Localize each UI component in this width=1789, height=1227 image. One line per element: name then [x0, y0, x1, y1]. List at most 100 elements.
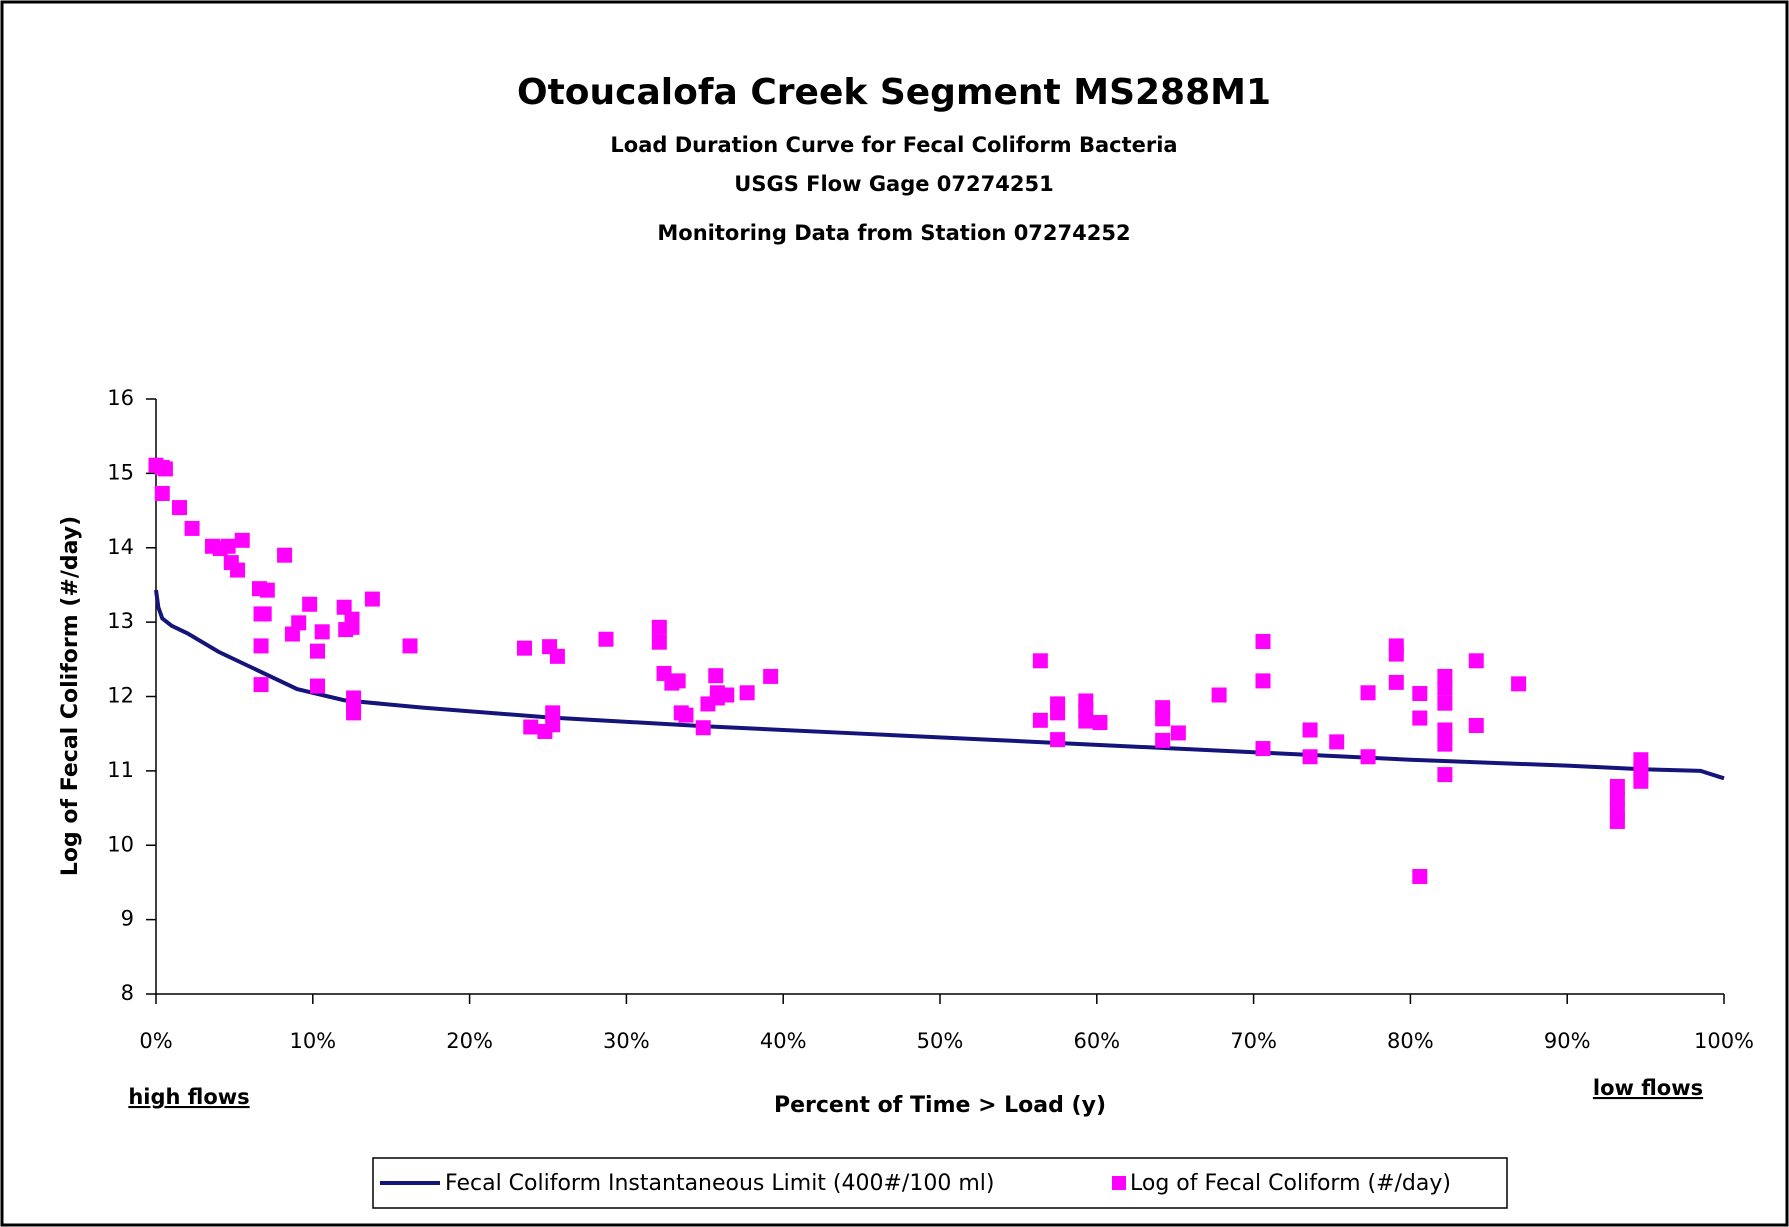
data-point: [302, 596, 318, 612]
data-point: [1437, 680, 1453, 696]
data-point: [523, 719, 539, 735]
x-tick-label: 50%: [917, 1029, 964, 1053]
data-point: [157, 461, 173, 477]
data-point: [1511, 676, 1527, 692]
y-tick-label: 14: [107, 535, 134, 559]
data-point: [1412, 868, 1428, 884]
data-point: [1032, 712, 1048, 728]
data-point: [1255, 633, 1271, 649]
y-tick-label: 12: [107, 684, 134, 708]
legend-label: Log of Fecal Coliform (#/day): [1130, 1171, 1451, 1196]
data-point: [1360, 749, 1376, 765]
legend-label: Fecal Coliform Instantaneous Limit (400#…: [445, 1171, 994, 1196]
y-tick-label: 8: [121, 981, 134, 1005]
data-point: [1412, 686, 1428, 702]
y-axis-label: Log of Fecal Coliform (#/day): [58, 516, 83, 876]
data-point: [364, 591, 380, 607]
data-point: [1032, 653, 1048, 669]
chart-title: Otoucalofa Creek Segment MS288M1: [517, 72, 1271, 113]
data-point: [1329, 734, 1345, 750]
data-point: [1078, 713, 1094, 729]
data-point: [695, 720, 711, 736]
data-point: [291, 615, 307, 631]
data-point: [336, 599, 352, 615]
data-point: [1609, 778, 1625, 794]
data-point: [1155, 732, 1171, 748]
data-point: [277, 547, 293, 563]
x-tick-label: 0%: [139, 1029, 172, 1053]
data-point: [344, 619, 360, 635]
x-tick-label: 80%: [1387, 1029, 1434, 1053]
x-tick-label: 20%: [446, 1029, 493, 1053]
data-point: [1609, 813, 1625, 829]
x-axis-label: Percent of Time > Load (y): [774, 1093, 1106, 1118]
data-point: [1388, 646, 1404, 662]
x-tick-label: 100%: [1694, 1029, 1754, 1053]
y-tick-label: 15: [107, 460, 134, 484]
data-point: [1092, 715, 1108, 731]
legend-box: [372, 1157, 1508, 1209]
data-point: [670, 673, 686, 689]
data-point: [678, 707, 694, 723]
data-point: [651, 619, 667, 635]
data-point: [1437, 767, 1453, 783]
chart-subtitle: Load Duration Curve for Fecal Coliform B…: [610, 133, 1177, 157]
data-point: [1302, 722, 1318, 738]
annotation: high flows: [128, 1085, 249, 1109]
data-point: [402, 638, 418, 654]
data-point: [1437, 722, 1453, 738]
data-point: [1155, 711, 1171, 727]
x-tick-label: 70%: [1230, 1029, 1277, 1053]
data-point: [545, 705, 561, 721]
data-point: [230, 562, 246, 578]
data-point: [310, 643, 326, 659]
data-point: [172, 500, 188, 516]
data-point: [763, 668, 779, 684]
y-tick-label: 11: [107, 758, 134, 782]
x-tick-label: 90%: [1544, 1029, 1591, 1053]
data-point: [1437, 668, 1453, 684]
annotation: low flows: [1593, 1076, 1703, 1100]
data-point: [346, 705, 362, 721]
y-tick-label: 16: [107, 386, 134, 410]
data-point: [708, 668, 724, 684]
data-point: [545, 717, 561, 733]
data-point: [1468, 653, 1484, 669]
y-tick-label: 9: [121, 907, 134, 931]
data-point: [1050, 732, 1066, 748]
data-point: [1050, 705, 1066, 721]
x-tick-label: 30%: [603, 1029, 650, 1053]
data-point: [1468, 718, 1484, 734]
data-point: [1412, 710, 1428, 726]
data-point: [1437, 736, 1453, 752]
chart-subtitle: USGS Flow Gage 07274251: [734, 172, 1053, 196]
data-point: [1255, 741, 1271, 757]
legend: Fecal Coliform Instantaneous Limit (400#…: [372, 1157, 1508, 1209]
data-point: [234, 532, 250, 548]
data-point: [154, 485, 170, 501]
data-point: [1302, 749, 1318, 765]
legend-marker: [1112, 1176, 1126, 1190]
data-point: [1170, 725, 1186, 741]
x-tick-label: 60%: [1073, 1029, 1120, 1053]
data-point: [256, 606, 272, 622]
x-tick-label: 40%: [760, 1029, 807, 1053]
data-point: [1360, 685, 1376, 701]
data-point: [516, 640, 532, 656]
data-point: [719, 687, 735, 703]
data-point: [310, 678, 326, 694]
data-point: [253, 638, 269, 654]
data-point: [651, 634, 667, 650]
data-point: [314, 624, 330, 640]
data-point: [1211, 687, 1227, 703]
data-point: [739, 685, 755, 701]
data-point: [253, 677, 269, 693]
data-point: [549, 648, 565, 664]
data-point: [259, 582, 275, 598]
y-tick-label: 13: [107, 609, 134, 633]
data-point: [184, 520, 200, 536]
data-point: [1437, 695, 1453, 711]
data-point: [598, 631, 614, 647]
